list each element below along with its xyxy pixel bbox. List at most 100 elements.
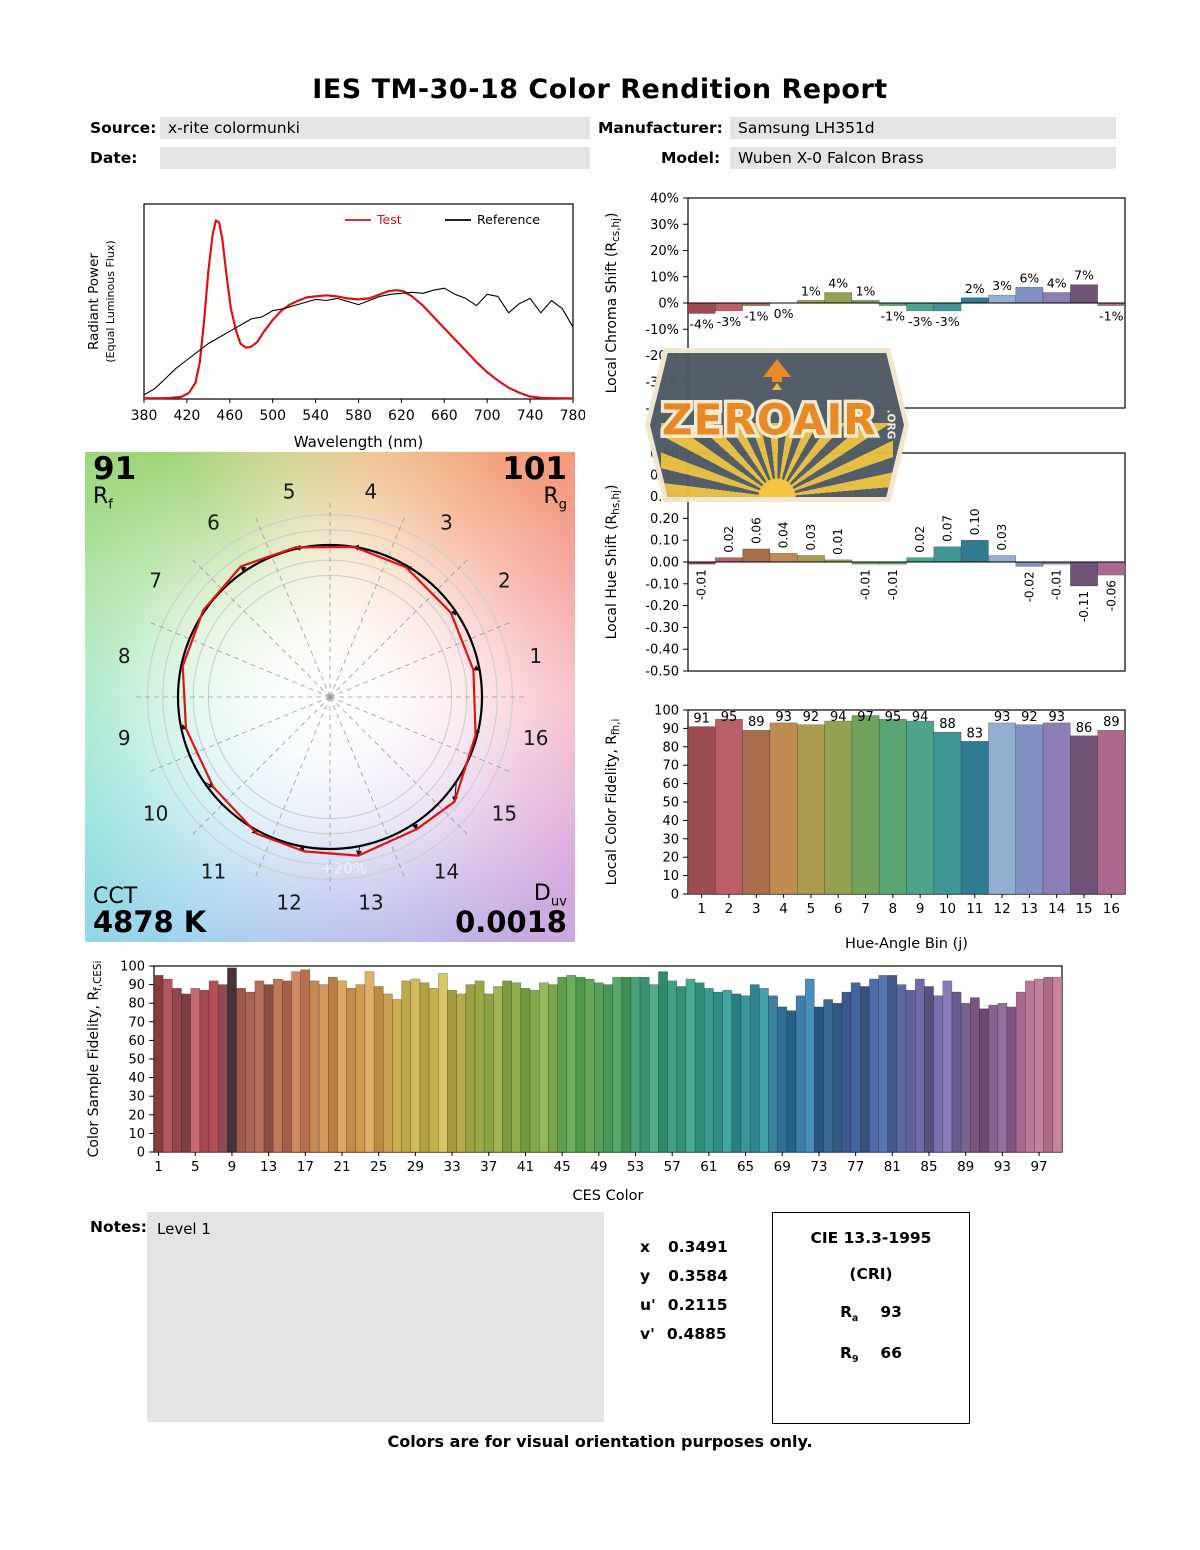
chromaticity-v: v' 0.4885: [640, 1325, 727, 1343]
svg-text:70: 70: [128, 1015, 145, 1030]
svg-text:620: 620: [388, 408, 415, 424]
svg-text:40: 40: [128, 1071, 145, 1086]
svg-text:45: 45: [554, 1159, 571, 1175]
svg-text:30%: 30%: [650, 218, 679, 233]
svg-text:-0.20: -0.20: [645, 599, 679, 614]
svg-text:0.02: 0.02: [913, 526, 927, 553]
svg-text:94: 94: [912, 710, 929, 725]
svg-text:-4%: -4%: [689, 317, 713, 332]
svg-text:11: 11: [201, 859, 226, 883]
svg-text:21: 21: [333, 1159, 350, 1175]
svg-text:77: 77: [847, 1159, 864, 1175]
svg-text:6: 6: [834, 901, 843, 917]
chromaticity-y: y 0.3584: [640, 1267, 728, 1285]
svg-text:13: 13: [358, 891, 383, 915]
chromaticity-x: x 0.3491: [640, 1238, 728, 1256]
svg-text:0.02: 0.02: [722, 526, 736, 553]
svg-text:2: 2: [498, 568, 511, 592]
color-sample-fidelity-chart: 100 90 80 70 60 50 40 30 20 10 0 1 5 9 13 17 21 25 29 33 37 4…: [82, 956, 1072, 1208]
svg-text:97: 97: [1030, 1159, 1047, 1175]
manufacturer-value: Samsung LH351d: [730, 117, 1116, 139]
svg-text:10: 10: [662, 869, 679, 884]
svg-text:10: 10: [939, 901, 956, 917]
rf-value: 91: [93, 451, 137, 487]
svg-text:-1%: -1%: [744, 309, 768, 324]
svg-text:6%: 6%: [1019, 270, 1039, 285]
svg-text:93: 93: [1048, 710, 1065, 725]
cri-r9-row: R9 66: [840, 1344, 902, 1366]
svg-text:17: 17: [297, 1159, 314, 1175]
svg-text:57: 57: [664, 1159, 681, 1175]
svg-text:89: 89: [1103, 715, 1120, 730]
svg-text:-3%: -3%: [935, 314, 959, 329]
svg-text:0.04: 0.04: [777, 522, 791, 549]
svg-text:780: 780: [560, 408, 585, 424]
watermark-hexagon: ZEROAIR .ORG: [650, 353, 904, 497]
svg-text:0%: 0%: [658, 297, 679, 312]
svg-text:95: 95: [885, 710, 902, 725]
svg-text:7: 7: [149, 568, 162, 592]
notes-label: Notes:: [90, 1218, 147, 1236]
duv-value: 0.0018: [455, 905, 567, 940]
cri-r9-value: 66: [880, 1344, 902, 1363]
svg-text:4: 4: [365, 479, 378, 503]
svg-text:1: 1: [697, 901, 706, 917]
svg-text:540: 540: [302, 408, 329, 424]
svg-text:100: 100: [120, 960, 145, 975]
svg-text:Hue-Angle Bin (j): Hue-Angle Bin (j): [845, 936, 968, 952]
svg-text:(Equal Luminous Flux): (Equal Luminous Flux): [104, 240, 117, 362]
svg-text:700: 700: [474, 408, 501, 424]
cri-box: CIE 13.3-1995 (CRI) Ra 93 R9 66: [772, 1212, 970, 1424]
svg-text:5: 5: [807, 901, 816, 917]
svg-text:86: 86: [1076, 721, 1093, 736]
footer-note: Colors are for visual orientation purpos…: [387, 1432, 813, 1451]
svg-text:-0.50: -0.50: [645, 665, 679, 680]
svg-text:-0.01: -0.01: [859, 569, 873, 600]
page-title: IES TM-30-18 Color Rendition Report: [312, 74, 888, 105]
svg-text:740: 740: [517, 408, 544, 424]
svg-text:65: 65: [737, 1159, 754, 1175]
lantern-icon: [763, 359, 791, 390]
svg-text:0.10: 0.10: [650, 534, 679, 549]
watermark-main-text: ZEROAIR: [662, 396, 877, 445]
svg-text:9: 9: [916, 901, 925, 917]
svg-text:0: 0: [137, 1146, 145, 1161]
svg-text:Radiant Power: Radiant Power: [86, 253, 102, 350]
svg-text:0%: 0%: [774, 306, 794, 321]
svg-text:660: 660: [431, 408, 458, 424]
svg-text:-10%: -10%: [645, 323, 679, 338]
svg-text:380: 380: [131, 408, 158, 424]
svg-text:12: 12: [276, 891, 301, 915]
svg-text:-0.02: -0.02: [1022, 571, 1036, 602]
svg-text:95: 95: [721, 710, 738, 725]
model-label: Model:: [661, 149, 721, 167]
svg-text:15: 15: [492, 802, 517, 826]
svg-text:6: 6: [207, 511, 220, 535]
cri-title: CIE 13.3-1995: [810, 1229, 932, 1247]
svg-text:40%: 40%: [650, 192, 679, 207]
svg-text:500: 500: [259, 408, 286, 424]
watermark-hexagon-border: ZEROAIR .ORG: [645, 348, 909, 502]
svg-text:1: 1: [529, 644, 542, 668]
svg-text:Color Sample Fidelity, Rf,CESi: Color Sample Fidelity, Rf,CESi: [86, 961, 104, 1158]
svg-text:14: 14: [1048, 901, 1065, 917]
svg-text:25: 25: [370, 1159, 387, 1175]
svg-text:37: 37: [480, 1159, 497, 1175]
svg-text:20: 20: [662, 851, 679, 866]
svg-text:13: 13: [260, 1159, 277, 1175]
svg-text:10: 10: [128, 1127, 145, 1142]
svg-text:Wavelength (nm): Wavelength (nm): [294, 433, 424, 451]
svg-text:20%: 20%: [650, 244, 679, 259]
svg-text:16: 16: [523, 726, 548, 750]
spectral-power-distribution-chart: 380 420 460 500 540 580 620 660 700 740 780 Wavelen…: [80, 190, 586, 455]
cri-subtitle: (CRI): [849, 1265, 893, 1283]
svg-text:91: 91: [693, 712, 710, 727]
svg-text:85: 85: [920, 1159, 937, 1175]
svg-text:14: 14: [434, 859, 459, 883]
svg-text:0.10: 0.10: [968, 508, 982, 535]
cct-readout: CCT 4878 K: [93, 883, 207, 940]
svg-text:9: 9: [228, 1159, 237, 1175]
svg-text:Reference: Reference: [477, 212, 540, 227]
svg-text:1%: 1%: [801, 283, 821, 298]
svg-text:60: 60: [128, 1034, 145, 1049]
